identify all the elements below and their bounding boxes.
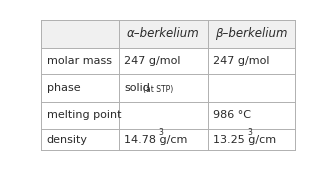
Bar	[41, 129, 118, 150]
Bar	[208, 74, 295, 102]
Text: solid: solid	[124, 83, 150, 93]
Bar	[41, 74, 118, 102]
Text: β–berkelium: β–berkelium	[215, 27, 288, 40]
Bar	[118, 102, 208, 129]
Text: 3: 3	[247, 128, 252, 137]
Text: α–berkelium: α–berkelium	[127, 27, 199, 40]
Text: phase: phase	[47, 83, 80, 93]
Bar	[118, 74, 208, 102]
Text: melting point: melting point	[47, 110, 121, 120]
Text: 14.78 g/cm: 14.78 g/cm	[124, 135, 188, 145]
Bar	[41, 102, 118, 129]
Text: (at STP): (at STP)	[143, 85, 174, 94]
Text: 247 g/mol: 247 g/mol	[213, 56, 270, 66]
Bar	[208, 20, 295, 48]
Bar	[41, 20, 118, 48]
Bar	[41, 48, 118, 74]
Text: 986 °C: 986 °C	[213, 110, 251, 120]
Bar	[118, 48, 208, 74]
Bar	[208, 129, 295, 150]
Text: 247 g/mol: 247 g/mol	[124, 56, 181, 66]
Text: density: density	[47, 135, 88, 145]
Text: molar mass: molar mass	[47, 56, 112, 66]
Bar	[118, 20, 208, 48]
Bar	[208, 102, 295, 129]
Bar	[118, 129, 208, 150]
Text: 3: 3	[158, 128, 163, 137]
Bar	[208, 48, 295, 74]
Text: 13.25 g/cm: 13.25 g/cm	[213, 135, 276, 145]
